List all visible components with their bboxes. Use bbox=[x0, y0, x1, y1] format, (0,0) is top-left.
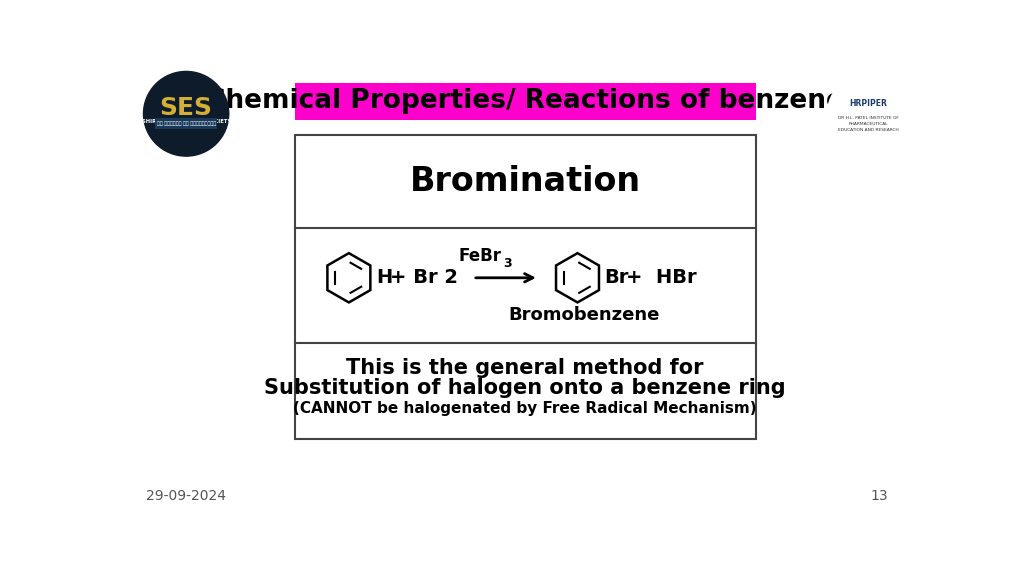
Text: HRPIPER: HRPIPER bbox=[849, 98, 887, 108]
Text: DR H.L. PATEL INSTITUTE OF: DR H.L. PATEL INSTITUTE OF bbox=[838, 116, 899, 120]
Text: Br: Br bbox=[604, 268, 629, 287]
Text: Bromobenzene: Bromobenzene bbox=[508, 306, 659, 324]
Circle shape bbox=[827, 74, 908, 154]
Text: 13: 13 bbox=[871, 488, 889, 503]
Bar bbox=[295, 83, 756, 120]
Bar bbox=[295, 135, 756, 439]
Text: Bromination: Bromination bbox=[410, 165, 641, 198]
Text: Substitution of halogen onto a benzene ring: Substitution of halogen onto a benzene r… bbox=[264, 377, 786, 397]
Text: PHARMACEUTICAL: PHARMACEUTICAL bbox=[848, 122, 888, 126]
Text: FeBr: FeBr bbox=[459, 247, 502, 265]
Text: 3: 3 bbox=[503, 257, 511, 270]
Bar bbox=[155, 119, 217, 129]
Circle shape bbox=[143, 71, 228, 156]
Text: This is the general method for: This is the general method for bbox=[346, 358, 703, 378]
Text: + Br 2: + Br 2 bbox=[390, 268, 458, 287]
Text: SHIRPUR EDUCATION SOCIETY: SHIRPUR EDUCATION SOCIETY bbox=[141, 119, 230, 124]
Text: 29-09-2024: 29-09-2024 bbox=[146, 488, 226, 503]
Text: सा विद्या या विमुक्तये: सा विद्या या विमुक्तये bbox=[157, 122, 216, 126]
Text: +  HBr: + HBr bbox=[626, 268, 696, 287]
Text: H: H bbox=[376, 268, 392, 287]
Text: EDUCATION AND RESEARCH: EDUCATION AND RESEARCH bbox=[838, 128, 898, 132]
Text: Chemical Properties/ Reactions of benzene: Chemical Properties/ Reactions of benzen… bbox=[206, 89, 844, 115]
Text: (CANNOT be halogenated by Free Radical Mechanism): (CANNOT be halogenated by Free Radical M… bbox=[293, 401, 757, 416]
Text: SES: SES bbox=[160, 96, 213, 120]
